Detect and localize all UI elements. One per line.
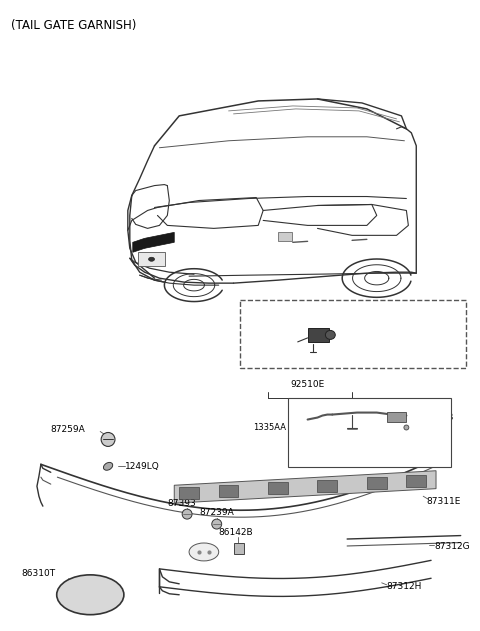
Bar bbox=[268, 483, 288, 495]
Ellipse shape bbox=[101, 432, 115, 446]
Ellipse shape bbox=[404, 425, 409, 430]
Text: 86142B: 86142B bbox=[219, 528, 253, 536]
Bar bbox=[179, 487, 199, 499]
Ellipse shape bbox=[104, 463, 113, 470]
Bar bbox=[288, 398, 451, 468]
Ellipse shape bbox=[57, 575, 124, 615]
Text: 1249LQ: 1249LQ bbox=[125, 462, 160, 471]
Text: 86310T: 86310T bbox=[21, 569, 55, 579]
Text: 92510E: 92510E bbox=[290, 380, 325, 389]
Text: 95750L: 95750L bbox=[266, 331, 300, 340]
Text: (TAIL GATE GARNISH): (TAIL GATE GARNISH) bbox=[11, 20, 137, 32]
Bar bbox=[317, 480, 337, 492]
Text: 18645B: 18645B bbox=[421, 413, 454, 422]
Bar bbox=[138, 252, 166, 266]
Ellipse shape bbox=[149, 257, 155, 261]
Text: 1335AA: 1335AA bbox=[253, 423, 286, 432]
Bar bbox=[407, 475, 426, 487]
Bar bbox=[386, 411, 407, 422]
Text: 12492: 12492 bbox=[337, 345, 366, 355]
Bar bbox=[240, 300, 466, 368]
Bar bbox=[234, 543, 244, 554]
Ellipse shape bbox=[325, 331, 335, 339]
Text: 87312H: 87312H bbox=[386, 582, 422, 591]
Text: KIA: KIA bbox=[78, 588, 102, 601]
Text: 87311E: 87311E bbox=[426, 497, 460, 505]
Bar bbox=[278, 232, 292, 241]
Ellipse shape bbox=[212, 519, 222, 529]
Text: 1249EB: 1249EB bbox=[337, 355, 372, 364]
Text: 1243BH: 1243BH bbox=[303, 405, 336, 414]
Text: 87239A: 87239A bbox=[199, 507, 234, 517]
Ellipse shape bbox=[182, 509, 192, 519]
Ellipse shape bbox=[189, 543, 219, 561]
Bar bbox=[219, 485, 239, 497]
Bar bbox=[367, 477, 386, 489]
Text: 87393: 87393 bbox=[168, 498, 196, 508]
Polygon shape bbox=[174, 471, 436, 503]
Polygon shape bbox=[133, 232, 174, 252]
Text: (W/BACK WARNING CAMERA): (W/BACK WARNING CAMERA) bbox=[246, 308, 394, 317]
Text: 87259A: 87259A bbox=[51, 425, 85, 434]
Text: 87312G: 87312G bbox=[434, 543, 469, 551]
Bar bbox=[308, 328, 329, 342]
